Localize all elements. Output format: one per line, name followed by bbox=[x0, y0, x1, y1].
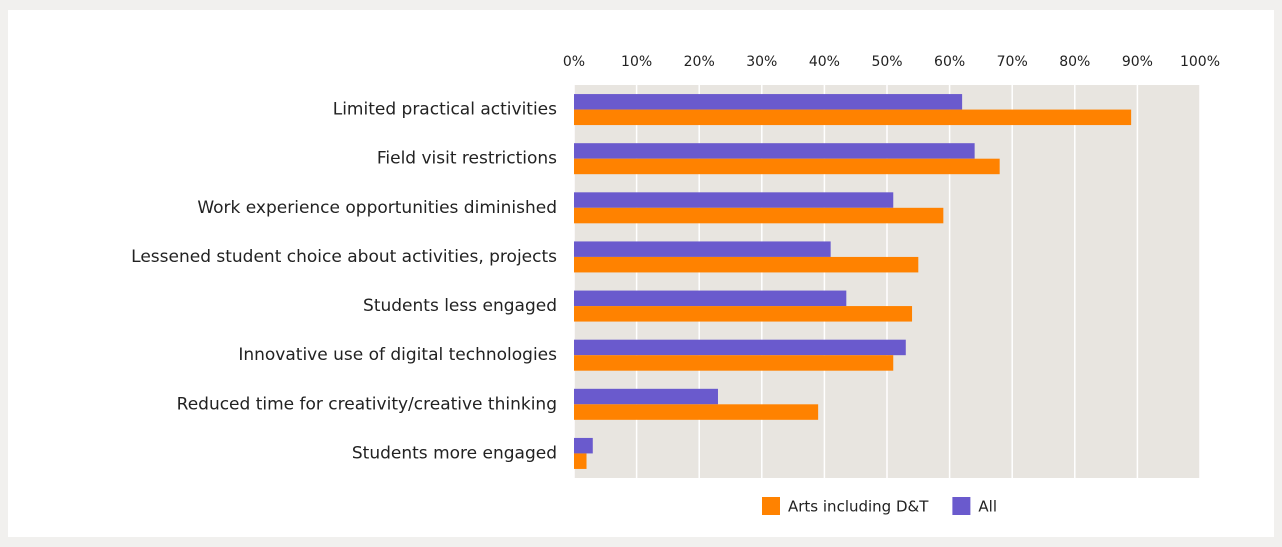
bar bbox=[574, 290, 847, 307]
bar bbox=[574, 143, 975, 159]
bar bbox=[574, 192, 894, 208]
bar bbox=[574, 388, 718, 405]
bar bbox=[574, 339, 906, 356]
y-tick-label: Students less engaged bbox=[363, 296, 557, 316]
legend-swatch bbox=[952, 497, 971, 515]
x-tick-label: 40% bbox=[809, 54, 840, 70]
x-tick-label: 90% bbox=[1122, 54, 1153, 70]
y-tick-label: Limited practical activities bbox=[333, 100, 557, 120]
x-tick-label: 100% bbox=[1180, 54, 1220, 70]
y-tick-label: Work experience opportunities diminished bbox=[197, 198, 557, 218]
bar bbox=[574, 306, 913, 322]
x-tick-label: 0% bbox=[563, 54, 585, 70]
y-tick-label: Students more engaged bbox=[352, 443, 557, 463]
bar bbox=[574, 207, 944, 224]
x-tick-label: 10% bbox=[621, 54, 652, 70]
x-tick-label: 50% bbox=[871, 54, 902, 70]
y-tick-label: Field visit restrictions bbox=[377, 149, 557, 169]
x-tick-label: 60% bbox=[934, 54, 965, 70]
legend-swatch bbox=[762, 497, 780, 515]
bar bbox=[574, 453, 587, 469]
bar bbox=[574, 109, 1132, 126]
y-tick-label: Innovative use of digital technologies bbox=[238, 345, 557, 365]
bar bbox=[574, 256, 919, 273]
x-tick-label: 80% bbox=[1059, 54, 1090, 70]
legend-label: Arts including D&T bbox=[788, 498, 929, 516]
bar bbox=[574, 355, 894, 371]
x-tick-label: 30% bbox=[746, 54, 777, 70]
y-tick-label: Reduced time for creativity/creative thi… bbox=[177, 394, 557, 414]
bar bbox=[574, 241, 831, 257]
x-tick-label: 20% bbox=[684, 54, 715, 70]
y-tick-label: Lessened student choice about activities… bbox=[131, 247, 557, 267]
bar bbox=[574, 404, 819, 420]
legend-label: All bbox=[978, 498, 997, 516]
bar bbox=[574, 158, 1000, 175]
x-tick-label: 70% bbox=[997, 54, 1028, 70]
bar bbox=[574, 437, 593, 454]
bar bbox=[574, 94, 963, 110]
